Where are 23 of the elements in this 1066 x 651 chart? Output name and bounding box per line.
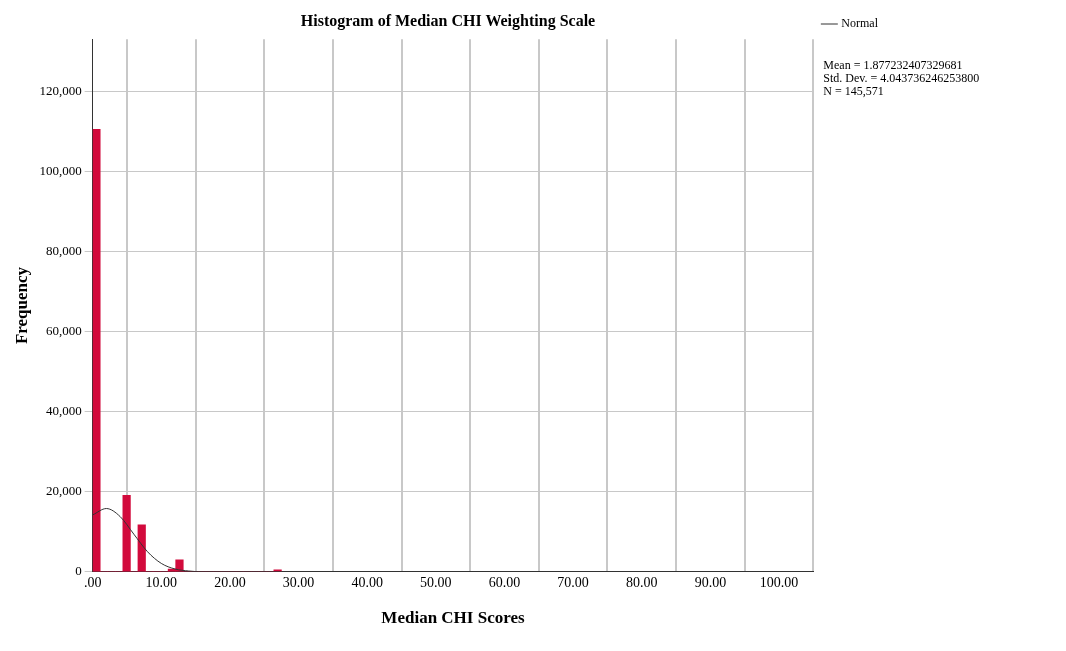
x-tick-label: 100.00 (759, 574, 799, 590)
legend-label: Normal (841, 16, 879, 31)
x-tick-label: 80.00 (626, 574, 658, 590)
x-tick-label: 10.00 (145, 574, 178, 590)
x-tick-label: .00 (83, 574, 102, 590)
x-tick-label: 70.00 (557, 574, 589, 590)
x-tick-label: 40.00 (351, 574, 383, 590)
x-tick-label: 60.00 (488, 574, 521, 590)
x-tick-label: 20.00 (214, 574, 246, 590)
y-tick-label: 80,000 (45, 242, 82, 258)
y-tick-label: 20,000 (45, 483, 82, 499)
y-tick-label: 100,000 (39, 162, 82, 178)
y-tick-label: 40,000 (45, 403, 82, 419)
x-axis-title: Median CHI Scores (381, 608, 525, 628)
text: Mean = 1.877232407329681 Std. Dev. = 4.043736246253800 N = 145,571 (823, 58, 980, 99)
y-tick-label: 0 (75, 563, 82, 579)
y-tick-label: 60,000 (45, 322, 82, 338)
y-tick-label: 120,000 (39, 82, 82, 98)
x-tick-label: 50.00 (420, 574, 452, 590)
x-tick-label: 90.00 (694, 574, 727, 590)
y-axis-title: Frequency (11, 266, 31, 345)
x-tick-label: 30.00 (282, 574, 315, 590)
chart-title: Histogram of Median CHI Weighting Scale (300, 11, 596, 30)
